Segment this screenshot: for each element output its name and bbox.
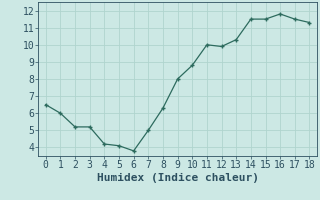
X-axis label: Humidex (Indice chaleur): Humidex (Indice chaleur) bbox=[97, 173, 259, 183]
